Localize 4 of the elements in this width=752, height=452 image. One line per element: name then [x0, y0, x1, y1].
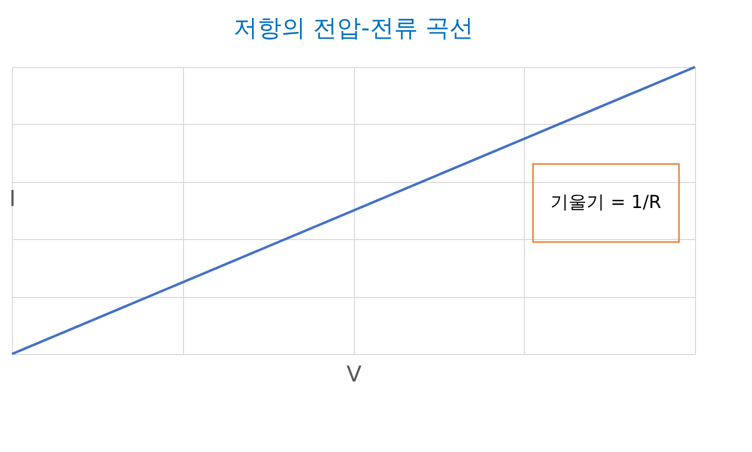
annotation: 기울기 = 1/R — [550, 192, 662, 213]
chart-title: 저항의 전압-전류 곡선 — [234, 14, 474, 42]
y-axis-title: I — [9, 187, 16, 212]
x-axis-title: V — [346, 362, 362, 388]
